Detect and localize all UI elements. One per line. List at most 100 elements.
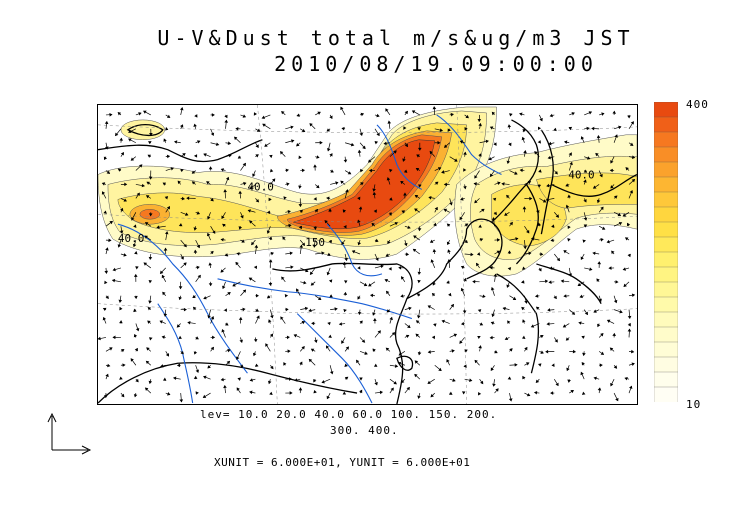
wind-vector-head: [373, 318, 377, 322]
wind-vector-head: [148, 176, 153, 180]
wind-vector-head: [592, 185, 597, 189]
wind-vector-head: [403, 192, 407, 196]
wind-vector-head: [313, 378, 317, 383]
contour-label: 150: [305, 236, 325, 249]
wind-vector-head: [548, 141, 552, 146]
wind-vector-head: [298, 155, 302, 159]
wind-vector-head: [290, 265, 294, 269]
wind-vector-head: [313, 164, 317, 168]
wind-vector-head: [148, 300, 152, 304]
wind-vector-head: [539, 117, 543, 122]
wind-vector-head: [623, 283, 627, 288]
wind-vector-head: [437, 167, 442, 171]
wind-vector-head: [535, 379, 540, 384]
wind-vector-head: [311, 321, 315, 326]
wind-vector-head: [521, 136, 526, 141]
wind-vector-head: [357, 266, 361, 270]
wind-vector-head: [180, 168, 184, 173]
wind-vector-head: [389, 197, 393, 201]
wind-vector-head: [506, 160, 511, 164]
wind-vector-head: [463, 168, 467, 172]
wind-vector-head: [104, 120, 109, 125]
wind-vector-head: [144, 235, 148, 239]
wind-vector-head: [614, 134, 618, 138]
wind-vector-head: [526, 362, 530, 366]
wind-vector-head: [460, 287, 465, 292]
wind-vector-head: [401, 379, 405, 384]
wind-vector-head: [538, 126, 542, 131]
wind-vector-head: [618, 125, 622, 130]
wind-vector-head: [464, 349, 468, 353]
wind-vector-head: [549, 266, 553, 270]
wind-vector-head: [156, 225, 160, 229]
wind-vector-head: [407, 324, 411, 329]
wind-vector-head: [463, 277, 467, 282]
wind-vector-head: [580, 256, 584, 260]
wind-vector-head: [360, 168, 364, 173]
map-title-line1: U-V&Dust total m/s&ug/m3 JST: [157, 26, 635, 50]
wind-vector-head: [373, 209, 377, 213]
reference-vector-arrow-icon: [47, 412, 92, 455]
wind-vector-head: [631, 349, 635, 354]
wind-vector-head: [523, 150, 527, 154]
wind-vector-head: [598, 298, 602, 302]
wind-vector-head: [299, 209, 303, 214]
wind-vector-head: [627, 253, 631, 258]
contour-label: 40.0: [568, 169, 594, 182]
wind-vector-head: [357, 311, 362, 316]
wind-vector-head: [538, 267, 542, 272]
colorbar-swatch: [654, 266, 678, 283]
wind-vector-head: [627, 115, 631, 119]
wind-vector-head: [210, 197, 214, 202]
wind-vector-head: [581, 335, 585, 340]
wind-vector-head: [317, 296, 322, 300]
dust-concentration-field: [98, 106, 637, 277]
wind-vector-head: [243, 181, 247, 186]
wind-vector-head: [237, 155, 242, 159]
wind-vector-head: [224, 119, 229, 123]
wind-vector-head: [343, 159, 348, 163]
wind-vector-head: [529, 196, 533, 201]
wind-vector-head: [627, 328, 632, 332]
wind-vector-head: [412, 248, 417, 253]
wind-vector-head: [524, 300, 528, 304]
wind-vector-head: [581, 362, 585, 366]
wind-vector-head: [251, 241, 255, 246]
wind-vector-head: [494, 350, 498, 354]
wind-vector-head: [444, 144, 448, 148]
wind-vector-head: [615, 280, 619, 284]
wind-vector-head: [238, 190, 243, 194]
wind-vector-head: [537, 222, 542, 226]
wind-vector-head: [491, 313, 495, 318]
wind-vector-head: [567, 194, 571, 198]
wind-vector-head: [526, 393, 531, 397]
wind-vector-head: [178, 223, 183, 227]
wind-vector-head: [375, 238, 379, 243]
wind-vector-head: [131, 217, 135, 221]
wind-vector-head: [446, 280, 450, 284]
wind-vector-head: [359, 377, 363, 381]
wind-vector-head: [345, 346, 349, 350]
wind-vector-head: [435, 181, 439, 185]
wind-vector-head: [509, 113, 513, 117]
wind-vector-head: [195, 391, 199, 395]
wind-vector-head: [389, 168, 393, 173]
wind-vector-head: [478, 153, 482, 157]
wind-vector-head: [400, 180, 404, 185]
wind-vector-head: [180, 350, 184, 355]
wind-vector-head: [522, 128, 526, 133]
wind-vector-head: [404, 110, 408, 115]
wind-vector-head: [393, 150, 397, 154]
wind-vector-head: [463, 186, 467, 190]
wind-vector-head: [120, 349, 125, 353]
wind-vector-head: [459, 340, 463, 344]
wind-vector-head: [193, 351, 198, 355]
wind-vector-head: [120, 207, 124, 212]
wind-vector-head: [363, 282, 368, 287]
wind-vector-head: [441, 170, 445, 174]
wind-vector-head: [197, 140, 201, 144]
wind-vector-head: [220, 168, 225, 172]
wind-vector-head: [600, 351, 605, 355]
wind-vector-head: [362, 145, 366, 150]
wind-vector-head: [612, 110, 616, 114]
